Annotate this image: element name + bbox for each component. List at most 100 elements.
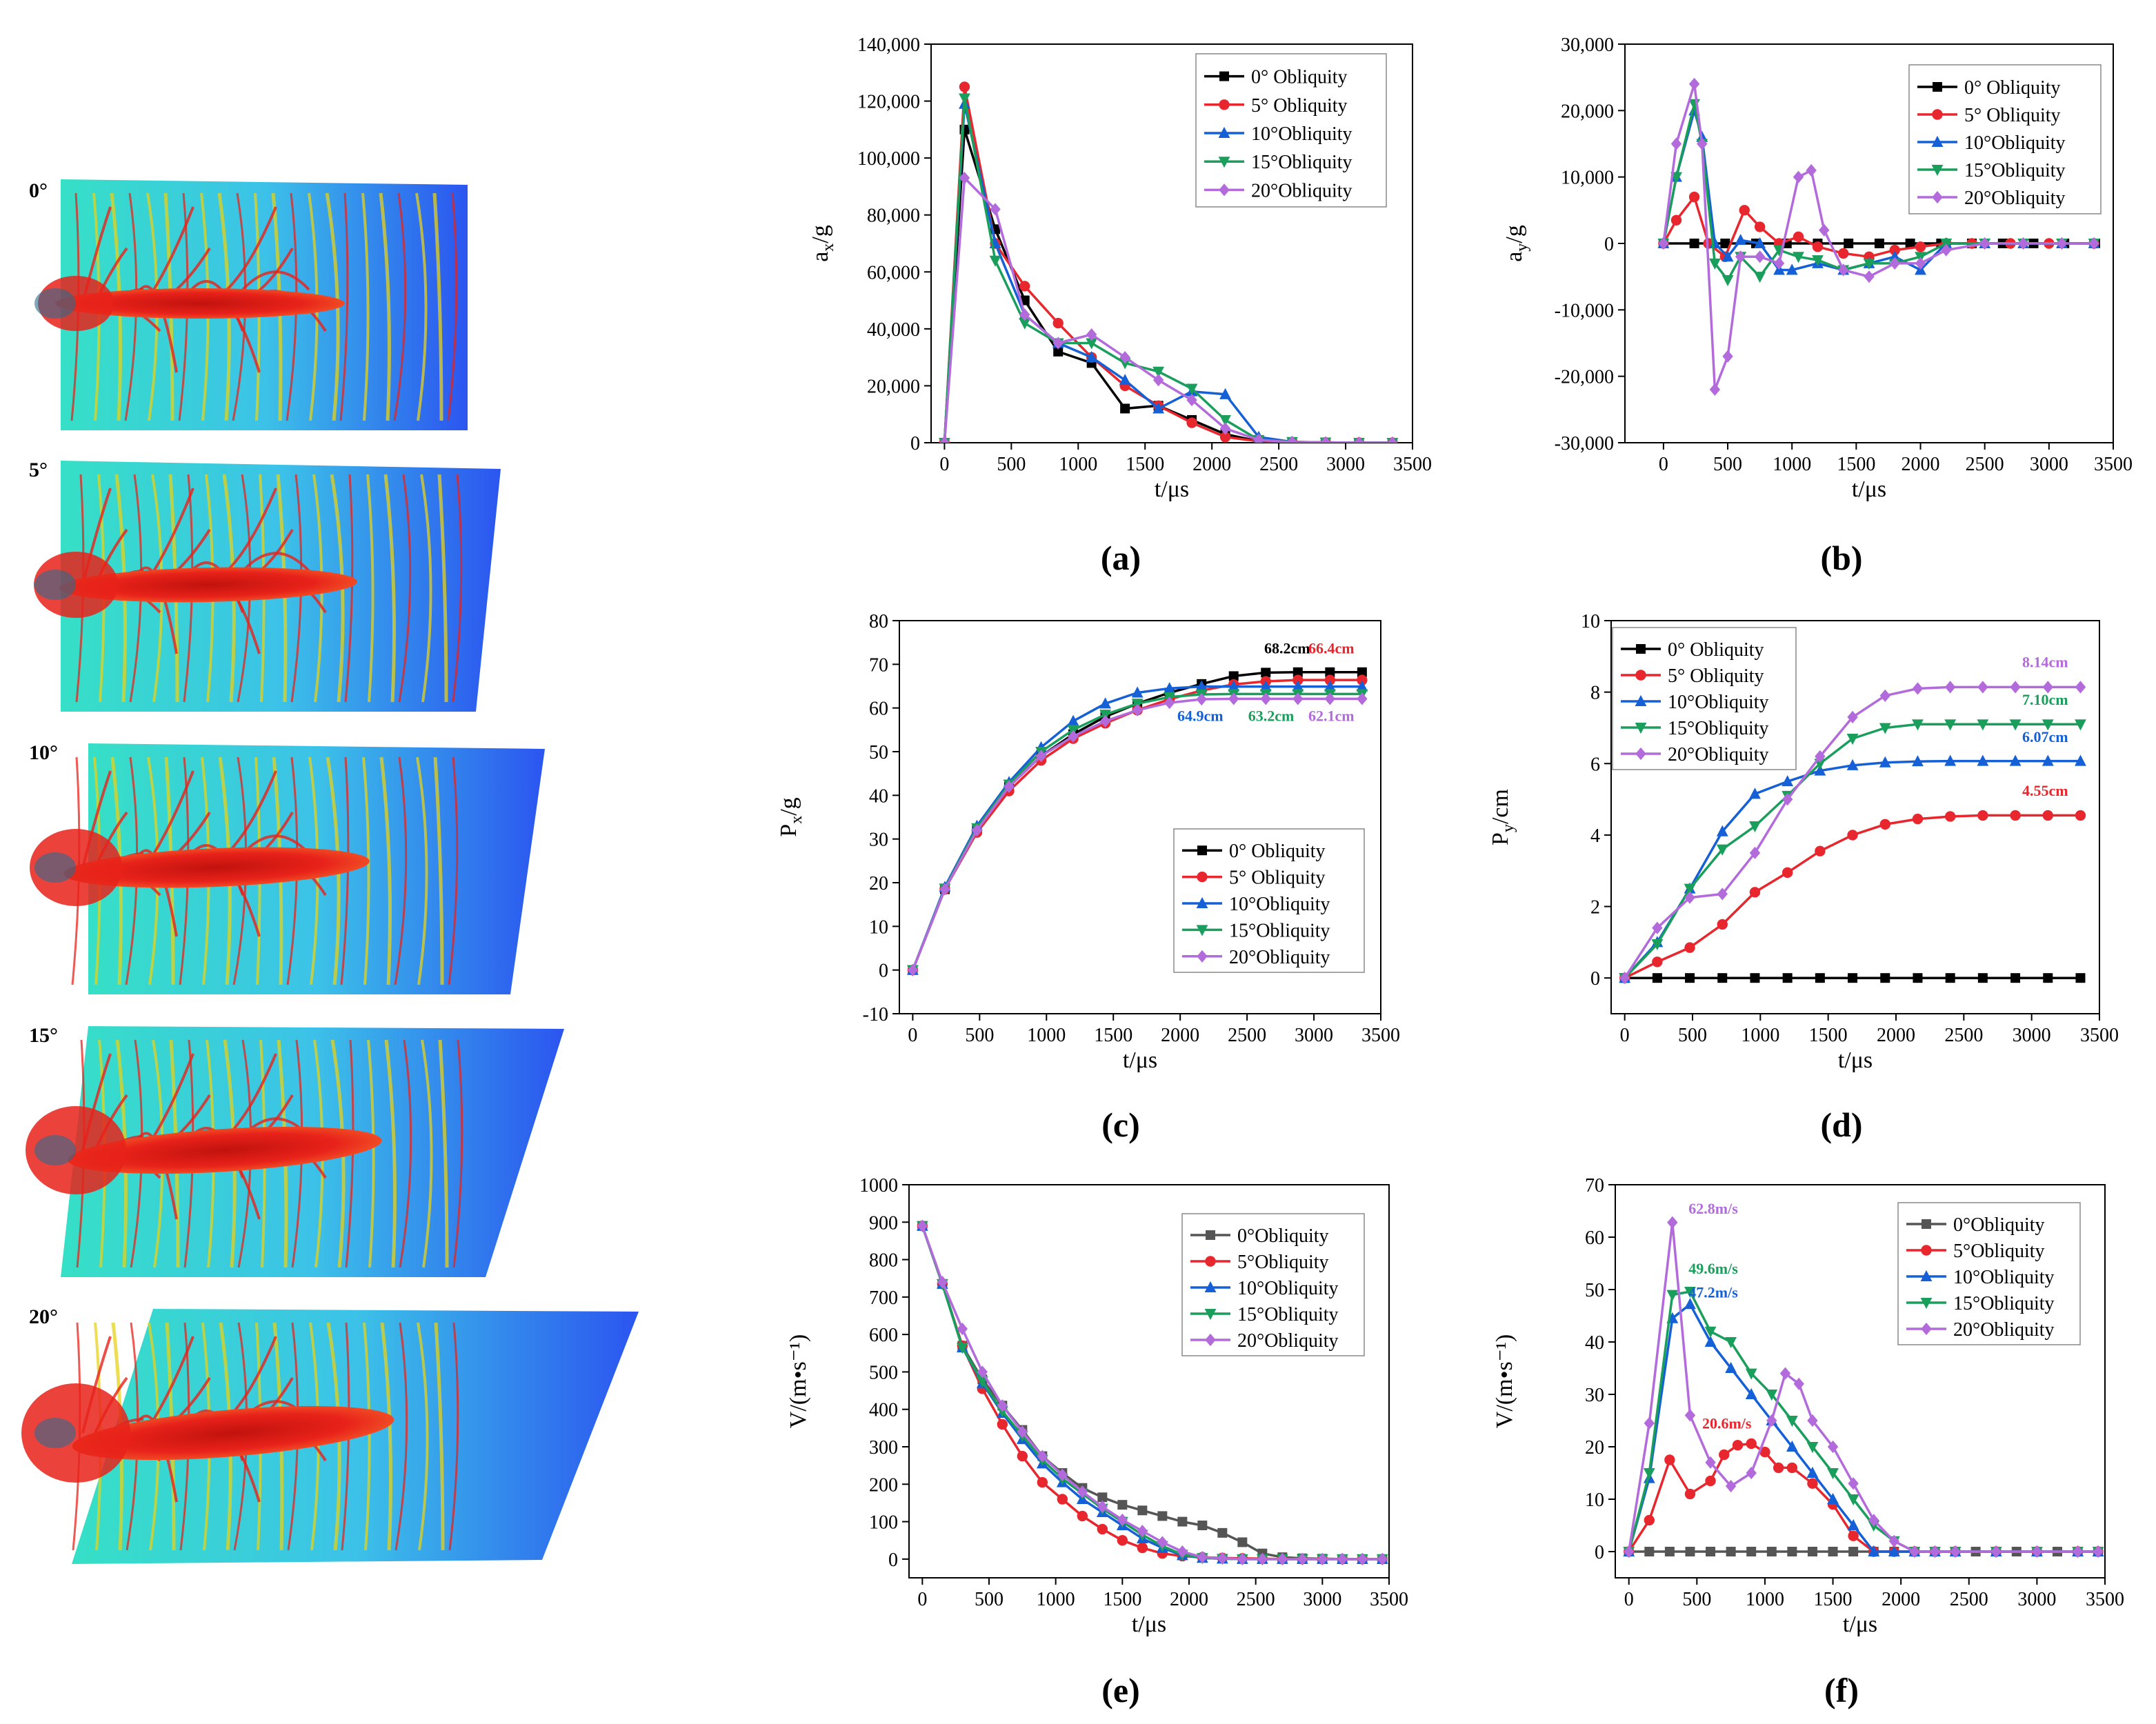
y-tick-label: 0 [1604,234,1614,255]
x-tick-label: 3500 [2086,1589,2124,1610]
data-point [1749,821,1761,833]
data-point [1847,1518,1859,1530]
data-point [1735,234,1747,245]
data-point [1684,942,1695,953]
data-point [1754,250,1766,263]
data-point [1863,258,1875,270]
data-point [1643,1468,1655,1480]
data-point [1228,671,1239,681]
y-tick-label: 2 [1590,897,1600,919]
x-axis-label: t/μs [1132,1612,1166,1637]
data-point [1228,680,1240,692]
data-point [1652,956,1663,968]
x-tick-label: 2000 [1192,454,1231,475]
y-tick-label: 70 [869,654,888,676]
data-point [1086,328,1097,341]
data-point [1286,436,1298,443]
annotation-label: 20.6m/s [1702,1414,1752,1432]
data-point [1097,1523,1108,1535]
legend-marker [1196,925,1208,936]
legend-marker [1932,190,1943,204]
legend-marker [1932,109,1943,120]
y-tick-label: 30 [869,830,888,851]
angle-label-0: 0° [29,179,48,202]
data-point [971,823,983,837]
y-tick-label: 900 [869,1212,898,1234]
data-point [1716,825,1728,836]
data-point [1219,388,1231,399]
data-point [1068,730,1079,743]
data-point [1217,1552,1228,1565]
data-point [1944,681,1956,694]
chart-b: 0 500 1000 1500 2000 2500 3000 3500 -30,000 -20,0… [1501,34,2133,502]
data-point [1732,1440,1744,1451]
legend-marker [1931,165,1944,177]
x-tick-label: 1500 [1094,1025,1132,1046]
y-axis-label: ay/g [1501,225,1531,262]
plot-frame-e [908,1184,1390,1578]
x-axis-label: t/μs [1123,1048,1157,1073]
annotation-label: 49.6m/s [1688,1260,1738,1277]
y-tick-label: 600 [869,1325,898,1346]
data-point [1086,351,1098,363]
data-point [1685,1547,1695,1556]
x-tick-label: 3000 [1303,1589,1341,1610]
data-point [956,1343,968,1354]
data-point [1781,792,1793,806]
data-point [1941,243,1952,257]
data-point [1689,239,1699,248]
y-tick-label: 80,000 [867,206,920,227]
data-point [1097,1500,1108,1513]
data-point [1806,1442,1819,1454]
annotation-label: 6.07cm [2022,728,2068,745]
x-axis-label: t/μs [1843,1612,1877,1637]
data-point [1889,257,1900,270]
data-point [1913,973,1923,983]
legend-entry: 15°Obliquity [1668,718,1769,739]
legend-marker [1219,99,1230,110]
data-point [989,255,1001,267]
legend-entry: 10°Obliquity [1237,1278,1339,1299]
data-point [1786,1440,1798,1452]
data-point [939,436,950,443]
data-point [1053,346,1064,357]
data-point [1164,682,1176,694]
annotation-label: 4.55cm [2022,782,2068,799]
data-point [1186,417,1197,428]
data-point [1786,1462,1798,1474]
chart-f: 0 500 1000 1500 2000 2500 3000 3500 0 10 20 30 40 50 6… [1492,1175,2124,1637]
x-tick-label: 3500 [1370,1589,1408,1610]
y-tick-label: 400 [869,1400,898,1421]
data-point [1697,137,1708,150]
data-point [1619,972,1630,985]
panel-label-a: (a) [1100,539,1141,577]
y-tick-label: -10 [863,1004,888,1025]
data-point [1219,432,1231,443]
legend-a: 0° Obliquity 5° Obliquity 10°Obliquity 15°O… [1195,53,1387,208]
data-point [1848,1547,1859,1556]
data-point [1746,1466,1757,1480]
simulation-panel-3 [26,1026,564,1277]
data-point [1868,1545,1880,1556]
data-point [1035,750,1047,763]
data-point [1684,1488,1696,1500]
data-point [1749,887,1761,898]
y-tick-label: 70 [1585,1175,1604,1196]
data-point [1667,1216,1678,1229]
legend-entry: 10°Obliquity [1251,123,1353,145]
data-point [1219,414,1231,427]
data-point [1807,1547,1817,1556]
data-point [1219,422,1231,435]
data-point [1793,1377,1804,1390]
data-point [1292,667,1303,677]
x-tick-label: 1000 [1746,1589,1784,1610]
legend-entry: 5° Obliquity [1251,95,1348,117]
panel-label-b: (b) [1820,539,1863,577]
y-tick-label: 40 [869,785,888,807]
data-point [1651,939,1664,951]
x-tick-label: 0 [1620,1025,1630,1046]
simulation-images [21,179,639,1564]
x-tick-label: 3500 [2094,454,2133,475]
x-tick-label: 1000 [1037,1589,1075,1610]
data-point [1260,692,1271,705]
